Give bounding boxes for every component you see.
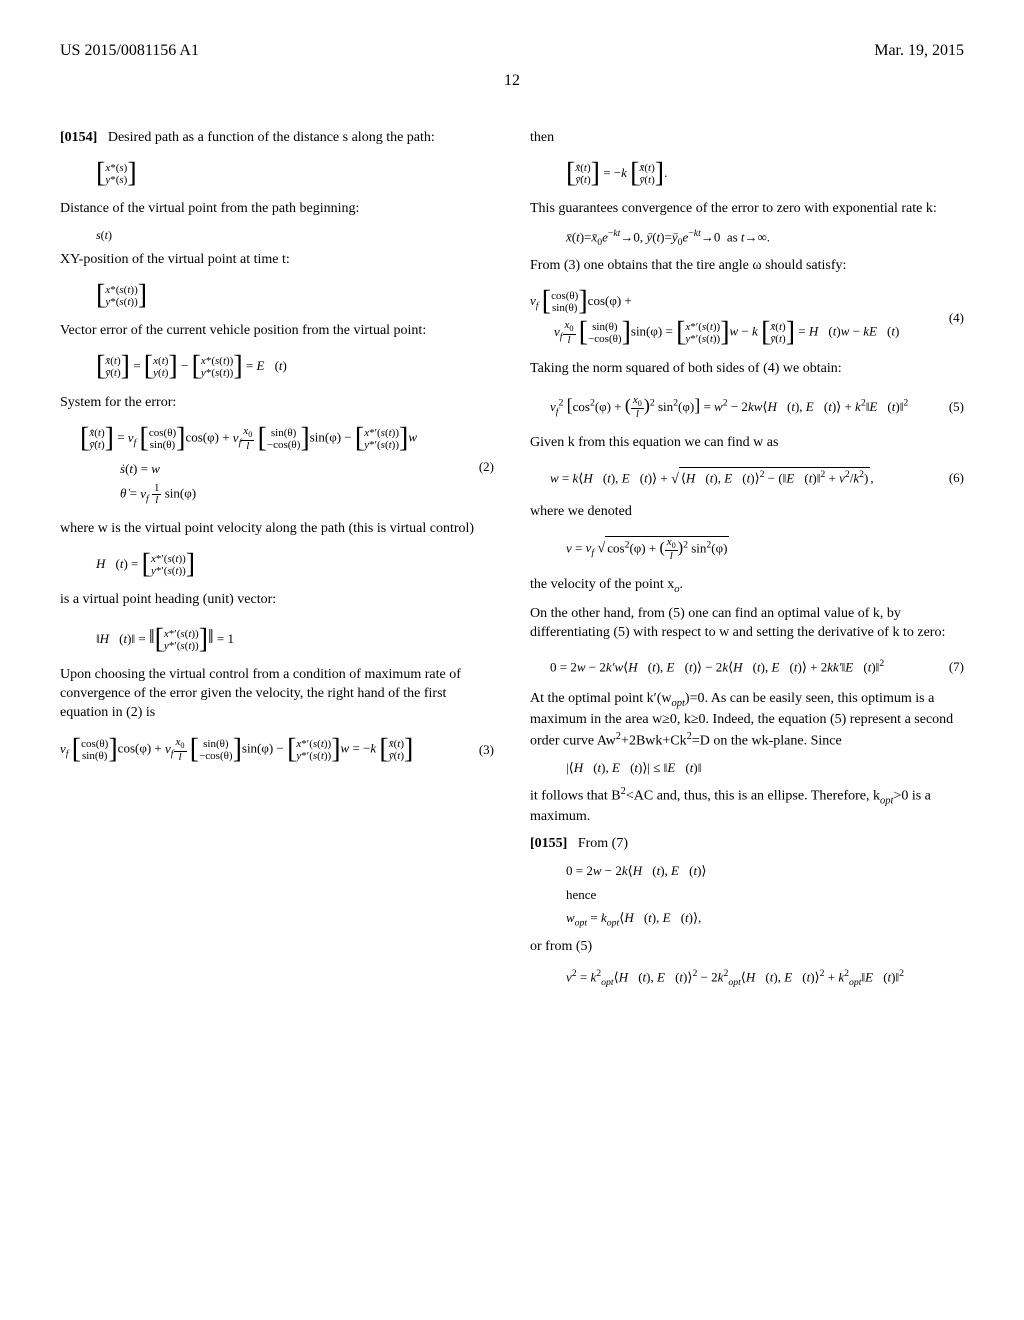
equation-4: vf [cos(θ)sin(θ)]cos(φ) + vfx0l [sin(θ)−… — [530, 290, 964, 346]
eq-then: [x̄̇(t)ȳ̇(t)] = −k [x̄(t)ȳ(t)]. — [566, 162, 964, 186]
paragraph-text: Desired path as a function of the distan… — [108, 130, 435, 145]
equation-7: 0 = 2w − 2k′w⟨H⃗(t), E⃗(t)⟩ − 2k⟨H⃗(t), … — [530, 657, 964, 676]
page-number: 12 — [60, 70, 964, 92]
givenk-text: Given k from this equation we can find w… — [530, 434, 964, 453]
optpoint-text: At the optimal point k′(wopt)=0. As can … — [530, 690, 964, 751]
orfrom5-label: or from (5) — [530, 938, 964, 957]
ellipse-text: it follows that B2<AC and, thus, this is… — [530, 785, 964, 828]
eq-number: (6) — [941, 469, 964, 487]
xy-label: XY-position of the virtual point at time… — [60, 251, 494, 270]
eq-xy-vector: [x*(s(t))y*(s(t))] — [96, 284, 494, 308]
eq-number: (7) — [941, 658, 964, 676]
equation-3: vf [cos(θ)sin(θ)]cos(φ) + vfx0l [sin(θ)−… — [60, 737, 494, 762]
left-column: [0154] Desired path as a function of the… — [60, 121, 494, 999]
content-columns: [0154] Desired path as a function of the… — [60, 121, 964, 999]
hence-label: hence — [566, 886, 964, 904]
equation-6: w = k⟨H⃗(t), E⃗(t)⟩ + ⟨H⃗(t), E⃗(t)⟩2 − … — [530, 467, 964, 489]
distance-label: Distance of the virtual point from the p… — [60, 200, 494, 219]
equation-2: [x̄̇(t)ȳ̇(t)] = vf [cos(θ)sin(θ)]cos(φ) … — [60, 426, 494, 506]
paragraph-text: From (7) — [578, 836, 628, 851]
syserr-label: System for the error: — [60, 394, 494, 413]
eq-number: (3) — [471, 741, 494, 759]
norm-text: Taking the norm squared of both sides of… — [530, 360, 964, 379]
conv-text: This guarantees convergence of the error… — [530, 200, 964, 219]
eq-v2-final: v2 = k2opt⟨H⃗(t), E⃗(t)⟩2 − 2k2opt⟨H⃗(t)… — [566, 967, 964, 989]
from3-text: From (3) one obtains that the tire angle… — [530, 257, 964, 276]
equation-5: vf2 [cos2(φ) + (x0l)2 sin2(φ)] = w2 − 2k… — [530, 393, 964, 421]
page-header: US 2015/0081156 A1 Mar. 19, 2015 — [60, 40, 964, 62]
choose-text: Upon choosing the virtual control from a… — [60, 666, 494, 723]
publication-date: Mar. 19, 2015 — [874, 40, 964, 62]
where-denoted: where we denoted — [530, 503, 964, 522]
eq-path-vector: [x*(s)y*(s)] — [96, 162, 494, 186]
eq-from7: 0 = 2w − 2k⟨H⃗(t), E⃗(t)⟩ — [566, 862, 964, 880]
eq-vecerr: [x̄(t)ȳ(t)] = [x(t)y(t)] − [x*(s(t))y*(s… — [96, 355, 494, 379]
eq-number: (2) — [471, 458, 494, 476]
eq-wopt: wopt = kopt⟨H⃗(t), E⃗(t)⟩, — [566, 909, 964, 930]
vecerr-label: Vector error of the current vehicle posi… — [60, 322, 494, 341]
eq-Hnorm: ‖H⃗(t)‖ = ‖[x*′(s(t))y*′(s(t))]‖ = 1 — [96, 624, 494, 652]
w-text: where w is the virtual point velocity al… — [60, 520, 494, 539]
right-column: then [x̄̇(t)ȳ̇(t)] = −k [x̄(t)ȳ(t)]. Thi… — [530, 121, 964, 999]
eq-v: v = vf cos2(φ) + (x0l)2 sin2(φ) — [566, 536, 964, 562]
eq-number: (4) — [941, 309, 964, 327]
paragraph-number: [0154] — [60, 130, 97, 145]
publication-number: US 2015/0081156 A1 — [60, 40, 199, 62]
then-label: then — [530, 129, 964, 148]
paragraph-0155: [0155] From (7) — [530, 835, 964, 854]
conv-eq: x̄(t)=x̄0e−kt→0, ȳ(t)=ȳ0e−kt→0 as t→∞. — [566, 227, 964, 249]
ellipse-ineq: |⟨H⃗(t), E⃗(t)⟩| ≤ ‖E⃗(t)‖ — [566, 759, 964, 777]
eq-number: (5) — [941, 398, 964, 416]
paragraph-0154: [0154] Desired path as a function of the… — [60, 129, 494, 148]
eq-H: H⃗(t) = [x*′(s(t))y*′(s(t))] — [96, 553, 494, 577]
eq-s-t: s(t) — [96, 227, 494, 243]
paragraph-number: [0155] — [530, 836, 567, 851]
heading-unit-label: is a virtual point heading (unit) vector… — [60, 591, 494, 610]
velocity-text: the velocity of the point xo. — [530, 576, 964, 597]
otherhand-text: On the other hand, from (5) one can find… — [530, 605, 964, 643]
